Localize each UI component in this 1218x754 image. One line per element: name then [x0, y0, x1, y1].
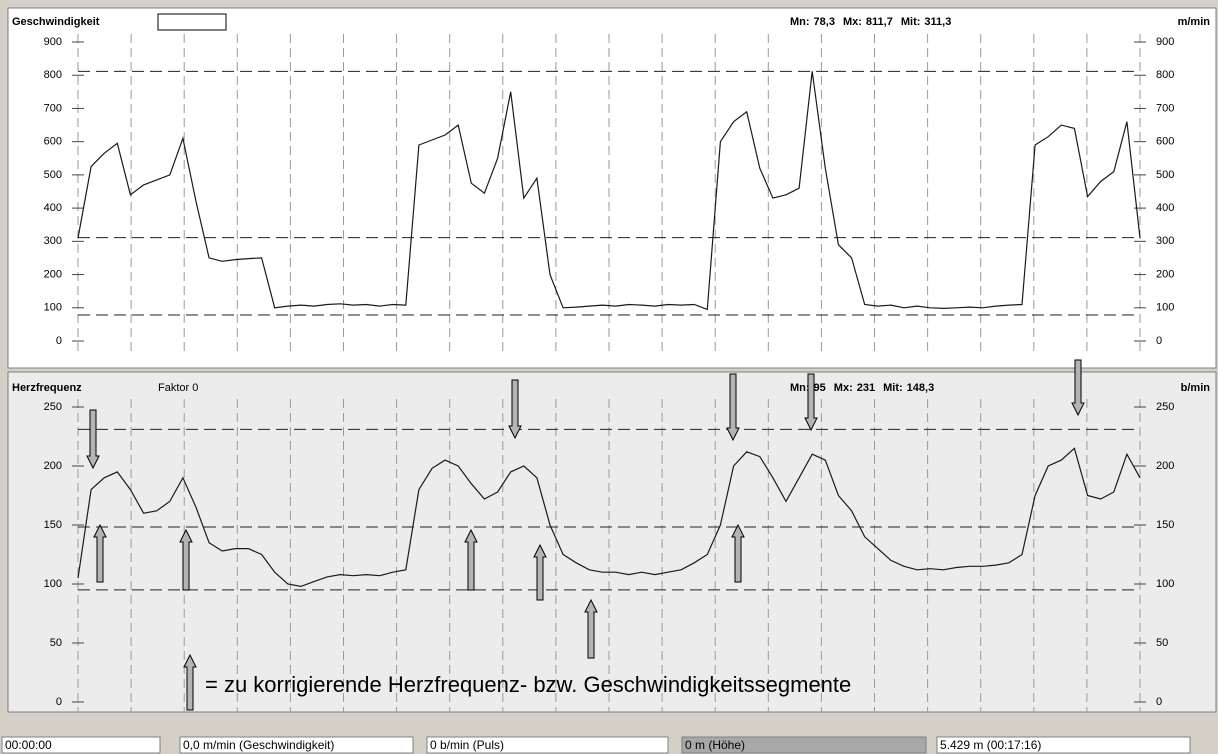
stats: Mn: 95 Mx: 231 Mit: 148,3	[790, 382, 934, 394]
y-tick-label: 50	[50, 637, 62, 649]
stat-label: Mx:	[834, 382, 853, 394]
y2-tick-label: 0	[1156, 696, 1162, 708]
y2-tick-label: 700	[1156, 102, 1174, 114]
y-tick-label: 0	[56, 696, 62, 708]
status-text: 5.429 m (00:17:16)	[940, 738, 1041, 752]
y2-tick-label: 300	[1156, 235, 1174, 247]
down-arrow	[1071, 359, 1085, 417]
y2-tick-label: 800	[1156, 69, 1174, 81]
y-tick-label: 250	[44, 401, 62, 413]
status-field	[1, 736, 161, 754]
status-text: 00:00:00	[5, 738, 52, 752]
y2-tick-label: 500	[1156, 169, 1174, 181]
up-arrow	[464, 528, 478, 591]
status-field	[936, 736, 1191, 754]
y-tick-label: 100	[44, 302, 62, 314]
status-text: 0,0 m/min (Geschwindigkeit)	[183, 738, 334, 752]
stat-label: Mn:	[790, 16, 810, 28]
y2-tick-label: 50	[1156, 637, 1168, 649]
stat-value: 78,3	[814, 16, 835, 28]
stat-value: 95	[814, 382, 826, 394]
up-arrow	[183, 653, 197, 711]
status-text: 0 m (Höhe)	[685, 738, 745, 752]
y2-tick-label: 400	[1156, 202, 1174, 214]
status-field	[681, 736, 927, 754]
y-tick-label: 700	[44, 102, 62, 114]
stat-value: 811,7	[866, 16, 893, 28]
stat-label: Mn:	[790, 382, 810, 394]
panel-subtitle: Faktor 0	[158, 382, 198, 394]
y2-tick-label: 900	[1156, 36, 1174, 48]
y-tick-label: 100	[44, 578, 62, 590]
stat-value: 231	[857, 382, 875, 394]
down-arrow	[508, 379, 522, 440]
status-field	[426, 736, 669, 754]
up-arrow	[93, 523, 107, 583]
y2-tick-label: 600	[1156, 136, 1174, 148]
up-arrow	[533, 543, 547, 601]
y2-tick-label: 250	[1156, 401, 1174, 413]
down-arrow	[86, 409, 100, 470]
stat-value: 148,3	[907, 382, 935, 394]
y2-tick-label: 0	[1156, 335, 1162, 347]
y-tick-label: 200	[44, 460, 62, 472]
annotation: = zu korrigierende Herzfrequenz- bzw. Ge…	[205, 672, 851, 697]
series-color-box	[157, 13, 227, 31]
y2-tick-label: 100	[1156, 302, 1174, 314]
panel-bg	[7, 7, 1217, 369]
up-arrow	[731, 523, 745, 583]
y-tick-label: 400	[44, 202, 62, 214]
status-text: 0 b/min (Puls)	[430, 738, 504, 752]
up-arrow	[179, 528, 193, 591]
y-tick-label: 800	[44, 69, 62, 81]
y-tick-label: 900	[44, 36, 62, 48]
y-tick-label: 150	[44, 519, 62, 531]
down-arrow	[804, 373, 818, 432]
y-tick-label: 200	[44, 268, 62, 280]
y-tick-label: 0	[56, 335, 62, 347]
up-arrow	[584, 598, 598, 659]
y-tick-label: 500	[44, 169, 62, 181]
stat-label: Mx:	[843, 16, 862, 28]
y-tick-label: 300	[44, 235, 62, 247]
stats: Mn: 78,3 Mx: 811,7 Mit: 311,3	[790, 16, 951, 28]
unit-label: m/min	[1178, 16, 1211, 28]
y2-tick-label: 200	[1156, 268, 1174, 280]
data-line	[77, 447, 1141, 588]
down-arrow	[726, 373, 740, 442]
panel-title: Herzfrequenz	[12, 382, 82, 394]
y-tick-label: 600	[44, 136, 62, 148]
unit-label: b/min	[1181, 382, 1211, 394]
data-line	[77, 71, 1141, 311]
panel-title: Geschwindigkeit	[12, 16, 100, 28]
stat-label: Mit:	[883, 382, 903, 394]
y2-tick-label: 150	[1156, 519, 1174, 531]
status-field	[179, 736, 414, 754]
y2-tick-label: 200	[1156, 460, 1174, 472]
stat-label: Mit:	[901, 16, 921, 28]
y2-tick-label: 100	[1156, 578, 1174, 590]
stat-value: 311,3	[924, 16, 951, 28]
